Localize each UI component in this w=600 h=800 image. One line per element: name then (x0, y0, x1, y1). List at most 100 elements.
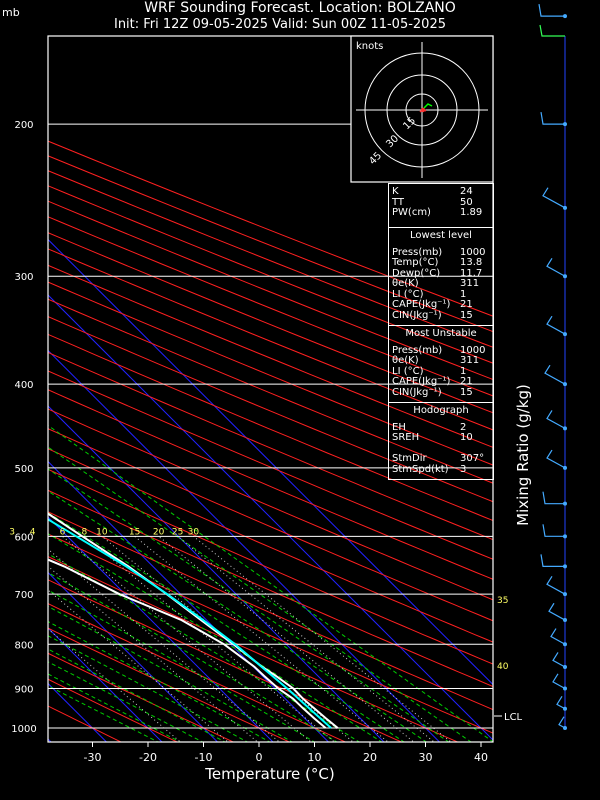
wind-barb (552, 652, 566, 668)
pressure-tick-label: 300 (14, 272, 33, 283)
index-row-value: 1 (460, 288, 467, 300)
mixing-ratio-label: 4 (30, 527, 36, 537)
index-row-label: TT (392, 196, 405, 208)
wind-barb (542, 491, 565, 505)
index-row: Press(mb) 1000 (392, 344, 490, 357)
index-row-label: Dewp(°C) (392, 267, 441, 279)
series-line-dewpoint (48, 558, 327, 729)
index-row: PW(cm) 1.89 (392, 207, 490, 219)
index-row-label: PW(cm) (392, 207, 431, 218)
dry-adiabat-line (48, 448, 493, 643)
x-tick-label: 30 (419, 751, 433, 764)
index-row-label: CAPE(Jkg⁻¹) (392, 376, 451, 387)
hodograph-index-heading: Hodograph (413, 405, 469, 416)
wind-barb (548, 602, 566, 621)
dry-adiabat-line (48, 678, 179, 742)
most-unstable-box: Most Unstable Press(mb) 1000 θe(K) 311 LI (°… (388, 326, 494, 403)
dry-adiabat-line (48, 389, 493, 580)
index-row-value: 1000 (460, 344, 486, 356)
moist-adiabat-line (48, 533, 383, 742)
index-row-value: 24 (460, 186, 473, 197)
index-row: StmSpd(kt) 3 (392, 463, 490, 476)
dry-adiabat-line (48, 627, 291, 742)
dry-adiabat-line (48, 351, 493, 541)
dry-adiabat-line (48, 533, 493, 734)
index-row-value: 1000 (460, 246, 486, 258)
adiabat-label: 40 (497, 662, 509, 672)
moist-adiabat-line (48, 685, 160, 742)
moist-adiabat-line (48, 553, 361, 742)
index-row: LI (°C) 1 (392, 288, 490, 301)
index-row-label: Press(mb) (392, 246, 443, 258)
moist-adiabat-line (48, 635, 249, 742)
dry-adiabat-line (48, 370, 493, 560)
wind-barb (552, 673, 566, 689)
index-row-value: 21 (460, 376, 473, 387)
most-unstable-rows: Press(mb) 1000 θe(K) 311 LI (°C) 1 CAPE(Jkg⁻¹)… (392, 344, 490, 399)
moist-adiabat-line (48, 661, 204, 742)
index-row: StmDir 307° (392, 453, 490, 465)
index-row-label: θe(K) (392, 278, 419, 289)
index-row-label: LI (°C) (392, 288, 424, 300)
pressure-unit-label: mb (2, 6, 20, 19)
dry-adiabat-line (48, 511, 493, 711)
mixing-ratio-line (134, 535, 389, 742)
mixing-ratio-line (48, 565, 259, 742)
moist-adiabat-line (48, 621, 271, 742)
sounding-series (48, 512, 339, 729)
index-row-value: 2 (460, 421, 467, 433)
dry-adiabat-line (48, 298, 493, 484)
dry-adiabat-line (48, 489, 493, 688)
dry-adiabat-line (48, 232, 493, 414)
index-row: CAPE(Jkg⁻¹) 21 (392, 299, 490, 311)
most-unstable-heading: Most Unstable (405, 328, 477, 339)
index-row: LI (°C) 1 (392, 365, 490, 378)
isotherm-lines (48, 238, 493, 742)
isotherm-line (48, 516, 274, 742)
pressure-tick-label: 1000 (11, 724, 36, 735)
indices-top-box: K 24 TT 50 PW(cm) 1.89 (388, 183, 494, 228)
moist-adiabat-lines (48, 424, 493, 742)
x-tick-label: -30 (84, 751, 102, 764)
dry-adiabat-line (48, 155, 493, 333)
mixing-ratio-label: 30 (188, 527, 200, 537)
hodograph-units-label: knots (356, 41, 383, 52)
dry-adiabat-line (48, 408, 493, 601)
isotherm-line (48, 571, 219, 742)
index-row: SREH 10 (392, 432, 490, 444)
dry-adiabat-line (48, 281, 493, 466)
x-axis-label: Temperature (°C) (204, 765, 334, 783)
index-row-value: 311 (460, 355, 480, 366)
index-row: CIN(Jkg⁻¹) 15 (392, 387, 490, 399)
x-tick-label: -20 (139, 751, 157, 764)
mixing-ratio-label: 10 (96, 527, 108, 537)
x-tick-label: 40 (474, 751, 488, 764)
lowest-level-box: Lowest level Press(mb) 1000 Temp(°C) 13.8 De… (388, 228, 494, 326)
isotherm-line (48, 627, 163, 742)
index-row-label: Press(mb) (392, 344, 443, 356)
index-row-label: LI (°C) (392, 365, 424, 377)
hodograph-index-box: Hodograph EH 2 SREH 10 StmDir 307° StmSpd(kt) 3 (388, 403, 494, 480)
lowest-level-rows: Press(mb) 1000 Temp(°C) 13.8 Dewp(°C) 11.7 θe(… (392, 246, 490, 322)
wind-barb (550, 628, 566, 645)
isotherm-line (48, 738, 52, 742)
wind-barb (542, 187, 566, 209)
mixing-ratio-label: 3 (9, 527, 15, 537)
adiabat-label: 35 (497, 596, 508, 606)
hodograph: knots 15 30 45 (350, 35, 494, 183)
dry-adiabat-line (48, 603, 347, 742)
chart-title: WRF Sounding Forecast. Location: BOLZANO (144, 0, 456, 16)
hodograph-storm-motion-marker (420, 107, 426, 113)
pressure-tick-label: 600 (14, 532, 33, 543)
series-line-temperature (48, 512, 339, 729)
lcl-label: LCL (504, 712, 523, 723)
mixing-ratio-line (62, 535, 312, 742)
pressure-tick-label: 200 (14, 120, 33, 131)
dry-adiabat-line (48, 140, 493, 317)
isotherm-line (48, 349, 441, 742)
isotherm-line (48, 460, 330, 742)
index-row-label: θe(K) (392, 355, 419, 366)
index-row-label: StmSpd(kt) (392, 463, 449, 475)
dry-adiabat-line (48, 316, 493, 503)
dry-adiabat-line (48, 468, 493, 665)
